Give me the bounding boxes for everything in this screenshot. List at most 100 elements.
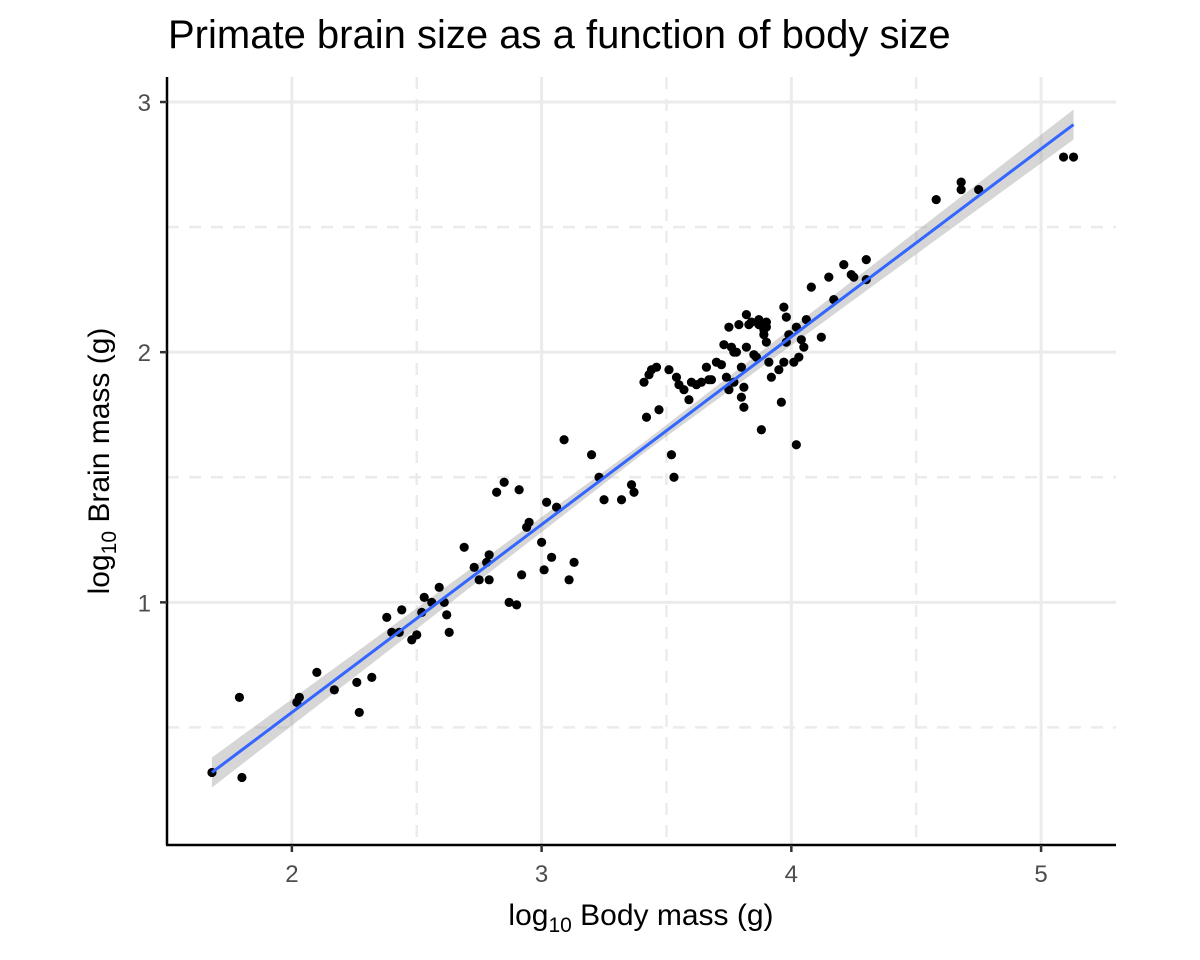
data-point bbox=[367, 672, 377, 682]
data-points bbox=[207, 152, 1079, 783]
data-point bbox=[739, 382, 749, 392]
data-point bbox=[956, 184, 966, 195]
data-point bbox=[796, 335, 806, 345]
data-point bbox=[524, 517, 534, 527]
data-point bbox=[551, 502, 562, 512]
data-point bbox=[354, 707, 364, 718]
data-point bbox=[671, 372, 682, 382]
data-point bbox=[931, 194, 941, 205]
data-point bbox=[849, 272, 859, 282]
x-axis-title: log10 Body mass (g) bbox=[508, 899, 773, 937]
data-point bbox=[542, 497, 552, 507]
data-point bbox=[736, 362, 746, 372]
data-point bbox=[816, 332, 826, 342]
data-point bbox=[701, 362, 712, 372]
data-point bbox=[861, 255, 871, 265]
data-point bbox=[766, 372, 776, 382]
minor-gridlines bbox=[167, 77, 1116, 845]
data-point bbox=[761, 317, 771, 327]
x-axis-title-suffix: Body mass (g) bbox=[572, 899, 774, 932]
data-point bbox=[756, 425, 766, 435]
data-point bbox=[641, 412, 652, 422]
x-tick-label: 3 bbox=[535, 861, 548, 888]
data-point bbox=[779, 302, 789, 312]
data-point bbox=[237, 772, 247, 783]
data-point bbox=[1058, 152, 1069, 162]
data-point bbox=[724, 322, 734, 332]
data-point bbox=[746, 317, 756, 327]
data-point bbox=[759, 330, 769, 340]
data-point bbox=[234, 692, 245, 703]
data-point bbox=[761, 337, 771, 347]
data-point bbox=[739, 402, 749, 412]
data-point bbox=[474, 575, 484, 585]
y-tick-label: 3 bbox=[138, 90, 151, 117]
data-point bbox=[731, 347, 742, 357]
data-point bbox=[736, 392, 746, 402]
data-point bbox=[434, 582, 444, 592]
major-gridlines bbox=[167, 77, 1116, 845]
data-point bbox=[651, 362, 662, 372]
data-point bbox=[517, 570, 527, 580]
data-point bbox=[504, 597, 514, 607]
data-point bbox=[459, 542, 469, 552]
data-point bbox=[776, 397, 786, 407]
data-point bbox=[774, 365, 784, 375]
data-point bbox=[419, 592, 429, 602]
data-point bbox=[1068, 152, 1079, 162]
data-point bbox=[546, 552, 557, 562]
data-point bbox=[696, 377, 707, 387]
data-point bbox=[514, 485, 524, 495]
data-point bbox=[539, 565, 549, 575]
y-axis-title-prefix: log bbox=[83, 554, 116, 594]
data-point bbox=[679, 385, 689, 395]
data-point bbox=[599, 495, 609, 505]
y-axis-title-suffix: Brain mass (g) bbox=[83, 328, 116, 531]
data-point bbox=[781, 312, 791, 322]
data-point bbox=[564, 575, 574, 585]
y-axis-title-subscript: 10 bbox=[98, 531, 121, 554]
data-point bbox=[956, 177, 966, 187]
data-point bbox=[734, 320, 744, 330]
data-point bbox=[492, 487, 502, 497]
data-point bbox=[559, 435, 569, 445]
data-point bbox=[799, 342, 809, 352]
data-point bbox=[329, 685, 339, 695]
data-point bbox=[724, 385, 734, 395]
data-point bbox=[616, 495, 627, 505]
data-point bbox=[382, 612, 392, 622]
data-point bbox=[484, 550, 494, 560]
data-point bbox=[484, 575, 494, 585]
data-point bbox=[294, 692, 304, 703]
data-point bbox=[684, 395, 694, 405]
x-axis-ticks: 2 3 4 5 bbox=[285, 845, 1048, 888]
data-point bbox=[721, 372, 732, 382]
x-axis-title-prefix: log bbox=[508, 899, 548, 932]
chart-title: Primate brain size as a function of body… bbox=[168, 13, 951, 57]
data-point bbox=[626, 480, 637, 490]
y-tick-label: 2 bbox=[138, 340, 151, 367]
data-point bbox=[794, 352, 804, 362]
data-point bbox=[974, 184, 984, 195]
data-point bbox=[444, 627, 454, 637]
data-point bbox=[499, 477, 509, 487]
data-point bbox=[569, 557, 579, 567]
fit-line bbox=[211, 123, 1075, 774]
x-tick-label: 4 bbox=[785, 861, 798, 888]
axes bbox=[165, 77, 1116, 847]
data-point bbox=[654, 405, 664, 415]
fit-line-group bbox=[211, 123, 1075, 774]
data-point bbox=[352, 677, 362, 687]
y-axis-ticks: 1 2 3 bbox=[138, 90, 167, 617]
data-point bbox=[412, 630, 422, 640]
data-point bbox=[824, 272, 834, 282]
data-point bbox=[839, 260, 849, 270]
data-point bbox=[537, 537, 547, 547]
data-point bbox=[719, 340, 729, 350]
data-point bbox=[639, 377, 649, 387]
data-point bbox=[764, 357, 774, 367]
data-point bbox=[806, 282, 816, 292]
data-point bbox=[442, 610, 452, 620]
data-point bbox=[397, 605, 407, 615]
x-tick-label: 5 bbox=[1034, 861, 1047, 888]
